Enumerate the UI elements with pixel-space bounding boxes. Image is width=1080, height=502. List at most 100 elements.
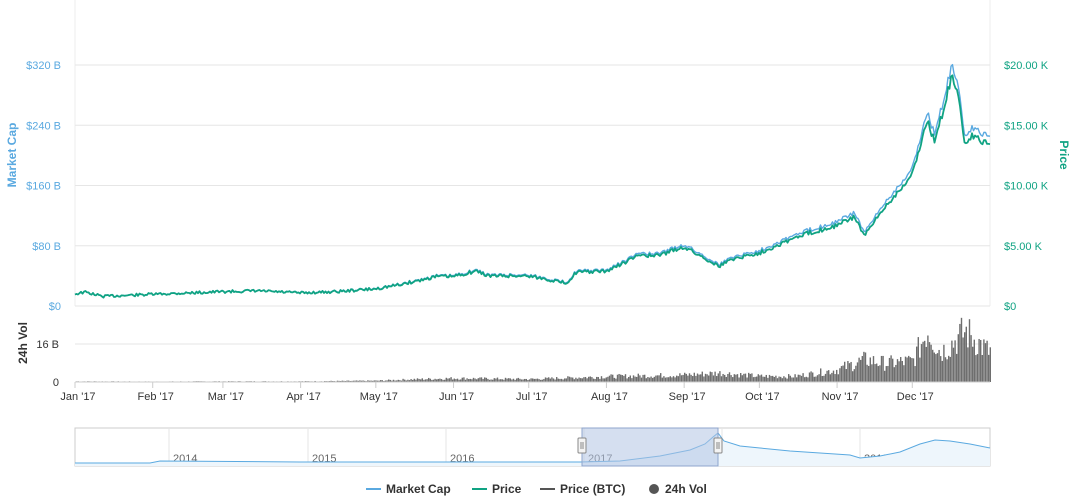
volume-bar [746,377,748,382]
volume-bar [423,379,425,382]
volume-bar [525,378,527,382]
volume-bar [869,357,871,382]
volume-bar [407,379,409,382]
legend-item-price[interactable]: Price [472,482,522,496]
volume-bar [972,346,974,382]
volume-bar [695,375,697,382]
volume-bar [640,377,643,382]
x-tick-label: Nov '17 [822,391,859,403]
volume-bar [517,377,519,382]
volume-bar [956,353,958,382]
volume-series [76,317,991,382]
legend-item-24h-vol[interactable]: 24h Vol [649,482,707,496]
navigator-selection[interactable] [581,427,719,467]
volume-bar [516,378,518,382]
volume-bar [988,354,990,382]
left-tick-label: $240 B [26,120,61,132]
volume-bar [680,375,683,382]
volume-bar [565,378,567,382]
volume-bar [634,376,636,382]
volume-bar [431,379,433,382]
volume-bar [544,377,547,382]
volume-bar [605,377,607,382]
volume-bar [506,378,508,382]
volume-bar [567,376,569,382]
volume-bar [781,378,783,382]
volume-bar [581,378,583,382]
volume-bar [599,378,601,382]
volume-bar [352,380,355,382]
volume-bar [882,355,884,382]
volume-bar [896,359,899,382]
volume-bar [962,337,964,382]
volume-bar [420,379,422,382]
volume-bar [484,377,486,382]
legend-item-market-cap[interactable]: Market Cap [366,482,451,496]
volume-bar [357,380,359,382]
volume-bar [362,380,364,382]
volume-bar [719,371,721,382]
volume-bar [576,378,579,382]
volume-bar [684,372,686,382]
volume-bar [556,377,558,382]
volume-bar [396,380,398,382]
volume-bar [960,317,963,382]
volume-bar [661,377,663,382]
volume-bar [876,363,878,382]
volume-bar [551,377,553,382]
volume-bar [389,379,391,382]
volume-bar [623,375,625,382]
volume-bar [941,360,943,382]
volume-bar [460,379,462,382]
volume-bar [700,374,702,382]
x-tick-label: Aug '17 [591,391,628,403]
volume-bar [456,378,459,382]
volume-bar [909,357,911,382]
volume-bar [832,370,835,382]
volume-bar [842,365,844,382]
volume-bar [762,376,764,382]
volume-bar [520,379,523,382]
volume-bar [868,365,870,382]
volume-tick-label: 0 [53,377,59,389]
volume-bar [855,365,857,382]
volume-bar [853,369,855,382]
volume-bar [522,379,524,382]
volume-bar [364,380,366,382]
x-tick-label: May '17 [360,391,398,403]
volume-bar [933,352,935,382]
volume-bar [709,371,711,382]
volume-bar [978,338,980,382]
volume-bar [898,361,900,382]
volume-bar [728,372,731,382]
volume-bar [685,373,687,382]
volume-bar [824,373,827,382]
volume-bar [508,378,510,382]
volume-bar [501,379,503,382]
volume-bar [607,376,609,382]
volume-bar [591,377,593,382]
volume-bar [594,378,596,382]
volume-bar [940,356,942,382]
volume-bar [802,373,804,382]
volume-bar [616,374,619,382]
volume-bar [764,376,766,382]
navigator[interactable]: 201420152016201720182019 [74,427,991,467]
right-tick-label: $20.00 K [1004,60,1049,72]
volume-bar [528,379,531,382]
volume-bar [724,374,726,382]
navigator-left-handle[interactable] [577,437,587,454]
volume-bar [405,380,407,382]
volume-bar [741,375,743,382]
left-tick-label: $80 B [32,241,61,253]
right-tick-label: $10.00 K [1004,181,1049,193]
volume-bar [455,379,457,382]
volume-bar [436,379,438,382]
navigator-right-handle[interactable] [713,437,723,454]
volume-bar [677,376,679,382]
legend-item-price-btc[interactable]: Price (BTC) [540,482,625,496]
left-axis-title: Market Cap [5,123,19,188]
volume-bar [760,374,763,382]
volume-bar [856,362,859,382]
volume-bar [378,380,380,382]
